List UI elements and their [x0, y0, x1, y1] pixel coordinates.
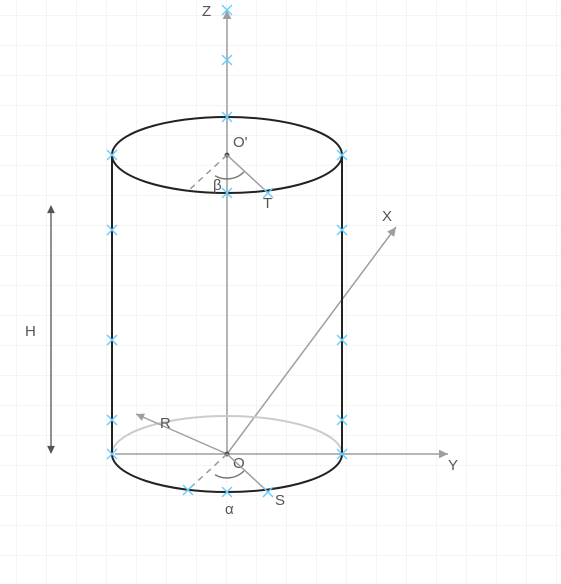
beta-label: β	[213, 177, 222, 194]
diagram-svg: Z Y X R O O' α S β T	[0, 0, 561, 584]
h-marker: H	[25, 205, 55, 454]
h-label: H	[25, 323, 36, 340]
alpha-angle: α S	[188, 454, 285, 518]
s-label: S	[275, 492, 285, 509]
x-axis-label: X	[382, 208, 392, 225]
z-axis: Z	[202, 3, 231, 454]
t-label: T	[263, 195, 272, 212]
y-axis: Y	[115, 450, 458, 474]
beta-angle: β T	[188, 155, 272, 212]
y-axis-label: Y	[448, 457, 458, 474]
alpha-label: α	[225, 501, 234, 518]
point-oprime-label: O'	[233, 134, 248, 151]
r-label: R	[160, 415, 171, 432]
z-axis-label: Z	[202, 3, 211, 20]
